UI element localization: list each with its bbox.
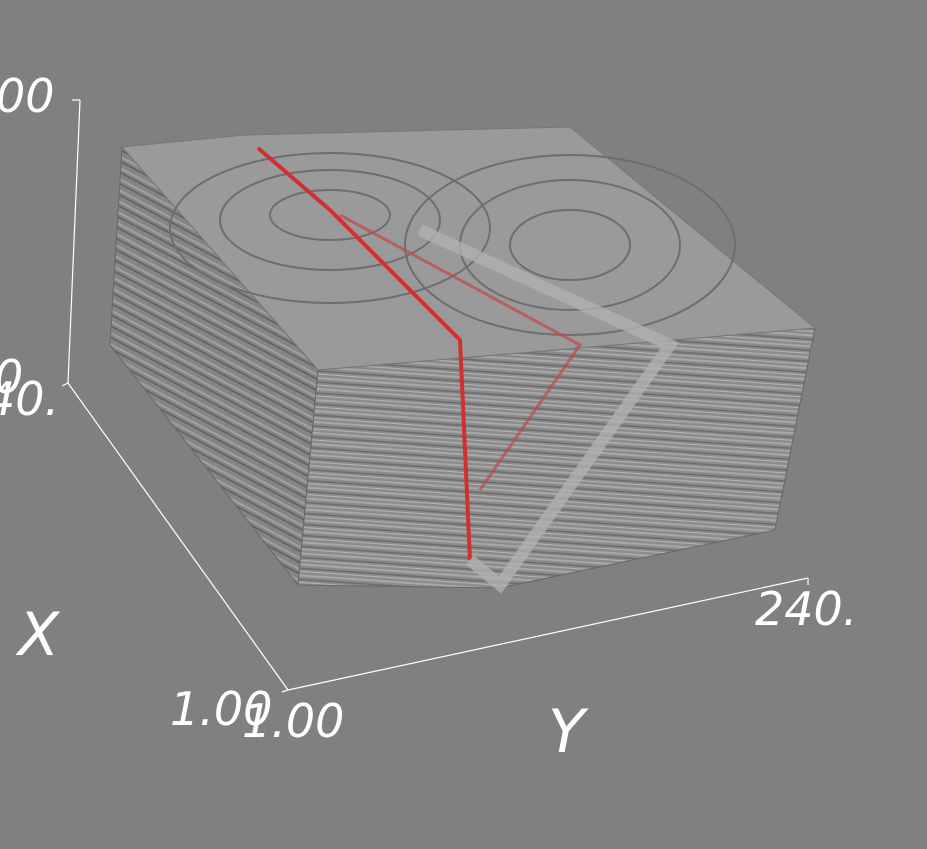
fault xyxy=(256,146,680,594)
tick xyxy=(281,689,289,693)
x-tick-label: 40. xyxy=(0,372,59,426)
block-model xyxy=(109,126,817,594)
right-face xyxy=(297,327,816,589)
vertical-axis-line xyxy=(67,99,81,384)
vertical-tick-label: 00 xyxy=(0,69,55,123)
vertical-tick-label: 0 xyxy=(0,350,23,404)
y-axis-line xyxy=(287,577,809,691)
y-axis-label: Y xyxy=(548,697,589,767)
y-tick-label: 240. xyxy=(755,582,857,636)
x-tick-label: 1.00 xyxy=(170,682,272,736)
x-axis-label: X xyxy=(15,600,61,670)
x-axis-line xyxy=(67,382,289,691)
y-tick-label: 1.00 xyxy=(242,694,344,748)
tick xyxy=(61,382,69,387)
axes xyxy=(61,99,809,693)
